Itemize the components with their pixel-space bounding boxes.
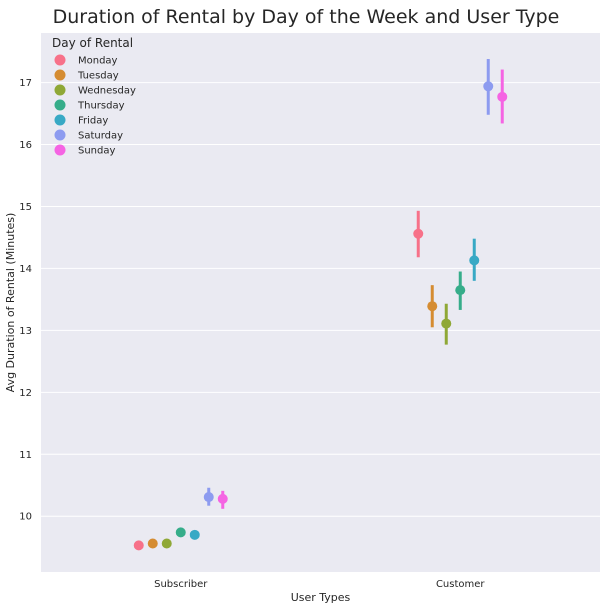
y-axis-label: Avg Duration of Rental (Minutes) (4, 213, 17, 393)
y-tick-labels: 10 11 12 13 14 15 16 17 (19, 78, 32, 523)
y-tick-label: 11 (19, 450, 32, 461)
legend-marker (54, 69, 66, 81)
legend-marker (54, 84, 66, 96)
data-point (441, 318, 452, 329)
legend-label: Wednesday (78, 86, 136, 97)
legend-marker (54, 144, 66, 156)
x-tick-labels: Subscriber Customer (154, 579, 485, 590)
data-point (483, 81, 494, 92)
y-tick-label: 16 (19, 140, 32, 151)
y-tick-label: 10 (19, 512, 32, 523)
legend-marker (54, 129, 66, 141)
x-tick-label: Customer (436, 579, 485, 590)
data-point (427, 301, 438, 312)
legend-label: Sunday (78, 146, 115, 157)
data-point (413, 228, 424, 239)
legend-marker (54, 114, 66, 126)
legend-label: Thursday (77, 101, 125, 112)
legend-marker (54, 99, 66, 111)
data-point (133, 540, 144, 551)
legend: Day of Rental Monday Tuesday Wednesday Thur… (52, 36, 136, 157)
y-tick-label: 17 (19, 78, 32, 89)
y-tick-label: 13 (19, 326, 32, 337)
data-point (455, 285, 466, 296)
plot-area (41, 33, 600, 572)
chart-title: Duration of Rental by Day of the Week an… (53, 6, 560, 28)
data-point (497, 91, 508, 102)
data-point (217, 493, 228, 504)
x-tick-label: Subscriber (154, 579, 208, 590)
data-point (175, 527, 186, 538)
legend-label: Tuesday (77, 71, 119, 82)
legend-title: Day of Rental (52, 36, 133, 50)
data-point (203, 492, 214, 503)
legend-marker (54, 54, 66, 66)
y-tick-label: 15 (19, 202, 32, 213)
legend-label: Friday (78, 116, 108, 127)
legend-label: Saturday (78, 131, 123, 142)
gridlines (41, 82, 600, 517)
legend-label: Monday (78, 56, 118, 67)
y-tick-label: 12 (19, 388, 32, 399)
data-point (469, 255, 480, 266)
data-point (189, 529, 200, 540)
y-tick-label: 14 (19, 264, 32, 275)
data-point (161, 538, 172, 549)
x-axis-label: User Types (291, 591, 351, 604)
data-marks (133, 59, 508, 551)
data-point (147, 538, 158, 549)
